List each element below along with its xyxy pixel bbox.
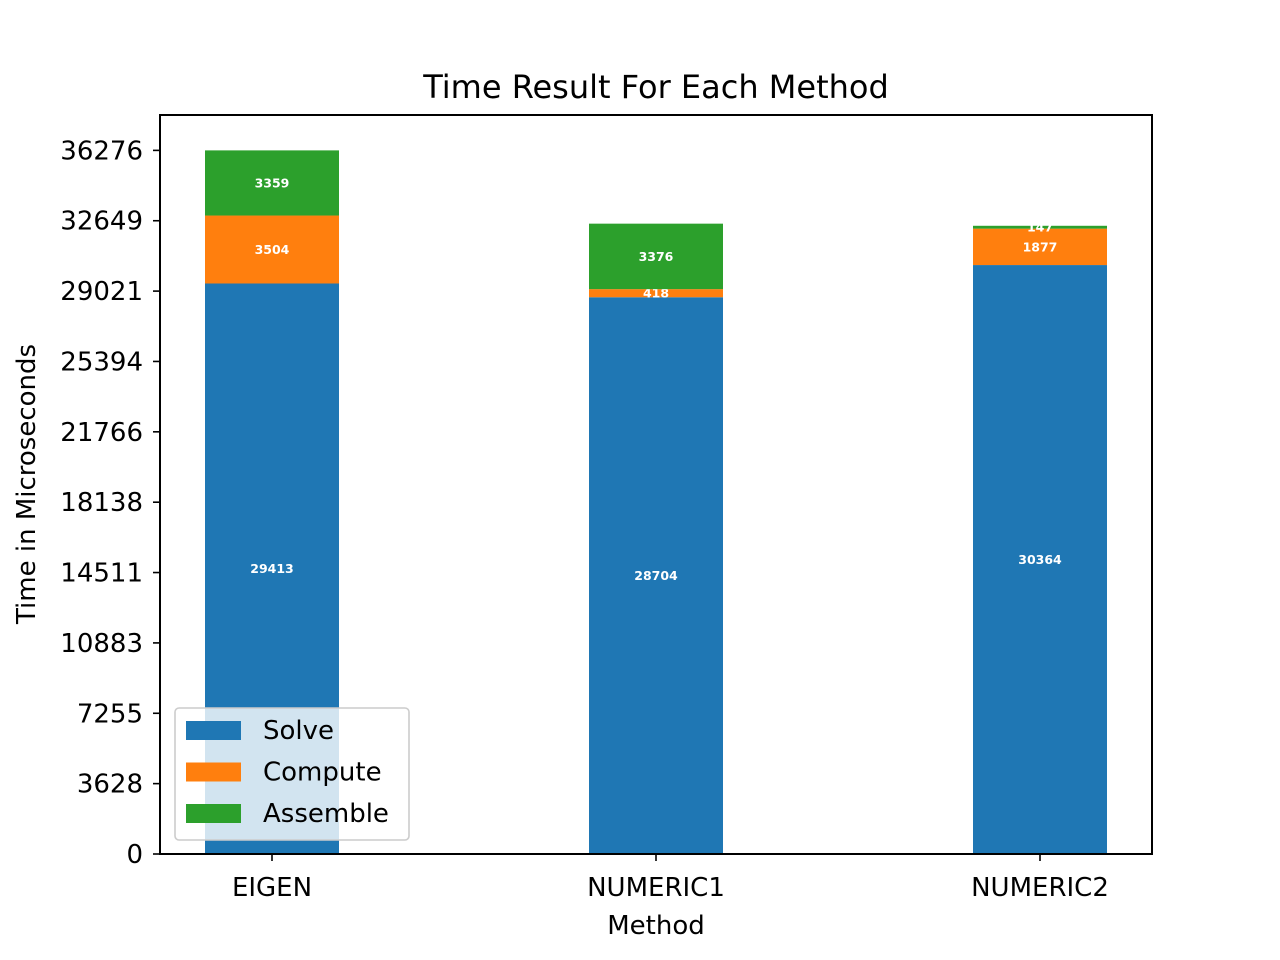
y-axis-label: Time in Microseconds <box>12 344 42 625</box>
bar-value-label: 30364 <box>1018 552 1062 567</box>
y-tick-label: 3628 <box>77 770 143 800</box>
legend-label-compute: Compute <box>263 758 382 788</box>
x-axis: EIGEN NUMERIC1 NUMERIC2 <box>232 854 1109 903</box>
bar-value-label: 418 <box>643 286 669 301</box>
bars-layer: 29413 3504 3359 28704 418 3376 30364 1877 147 <box>205 150 1107 855</box>
y-tick-label: 7255 <box>77 699 143 729</box>
legend-swatch-solve <box>186 721 241 740</box>
y-tick-label: 32649 <box>60 207 143 237</box>
legend-swatch-assemble <box>186 804 241 823</box>
x-tick-label: NUMERIC1 <box>587 873 725 903</box>
y-tick-label: 29021 <box>60 277 143 307</box>
bar-value-label: 3359 <box>255 175 290 190</box>
bar-assemble-eigen <box>205 150 339 216</box>
y-tick-label: 14511 <box>60 559 143 589</box>
bar-solve-numeric2 <box>973 265 1107 854</box>
y-tick-label: 18138 <box>60 488 143 518</box>
legend: Solve Compute Assemble <box>174 707 410 841</box>
x-axis-label: Method <box>607 911 705 941</box>
bar-solve-numeric1 <box>589 297 723 854</box>
bar-compute-numeric1 <box>589 289 723 298</box>
bar-value-label: 147 <box>1027 220 1053 235</box>
y-tick-label: 10883 <box>60 629 143 659</box>
plot-frame <box>159 114 1153 855</box>
y-axis: 0 3628 7255 10883 14511 18138 21766 25394 29021 3… <box>60 136 160 870</box>
x-tick-label: NUMERIC2 <box>971 873 1109 903</box>
y-tick-label: 25394 <box>60 347 143 377</box>
bar-compute-eigen <box>205 215 339 284</box>
bar-value-label: 29413 <box>250 561 294 576</box>
legend-swatch-compute <box>186 762 241 782</box>
x-tick-label: EIGEN <box>232 873 312 903</box>
chart-title: Time Result For Each Method <box>422 68 889 106</box>
bar-value-label: 28704 <box>634 568 678 583</box>
bar-value-label: 1877 <box>1023 239 1058 254</box>
legend-label-solve: Solve <box>263 716 334 746</box>
y-tick-label: 0 <box>126 840 143 870</box>
bar-assemble-numeric1 <box>589 223 723 290</box>
y-tick-label: 36276 <box>60 136 143 166</box>
legend-label-assemble: Assemble <box>263 799 389 829</box>
bar-compute-numeric2 <box>973 228 1107 266</box>
bar-value-label: 3376 <box>639 249 674 264</box>
bar-value-label: 3504 <box>255 242 290 257</box>
bar-assemble-numeric2 <box>973 225 1107 229</box>
y-tick-label: 21766 <box>60 418 143 448</box>
